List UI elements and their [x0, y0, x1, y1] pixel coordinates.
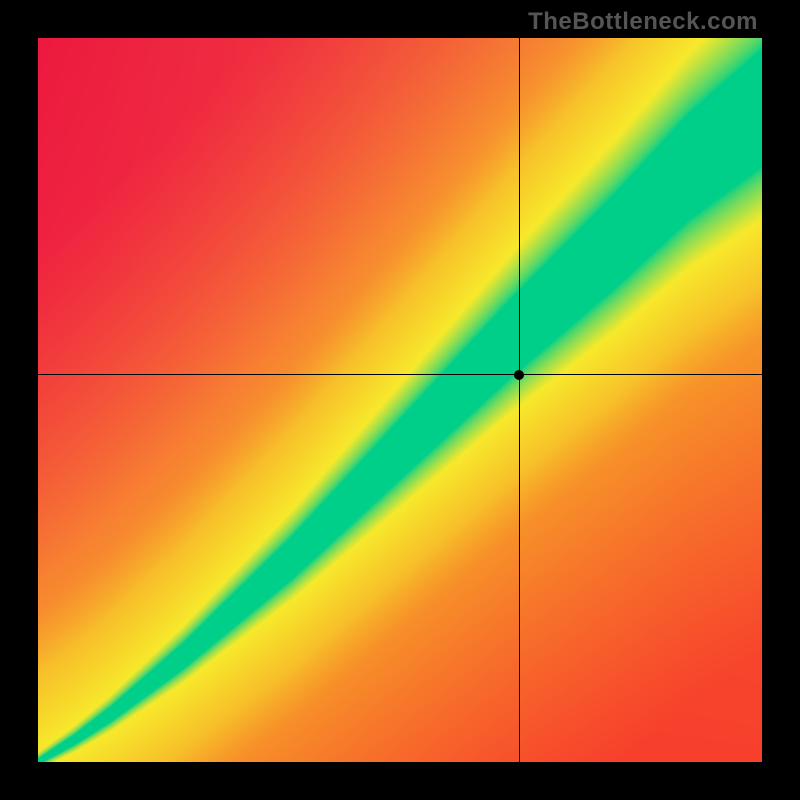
crosshair-horizontal [38, 374, 762, 375]
heatmap-plot [38, 38, 762, 762]
heatmap-canvas [38, 38, 762, 762]
crosshair-vertical [519, 38, 520, 762]
chart-frame: TheBottleneck.com [0, 0, 800, 800]
watermark-text: TheBottleneck.com [528, 8, 758, 36]
